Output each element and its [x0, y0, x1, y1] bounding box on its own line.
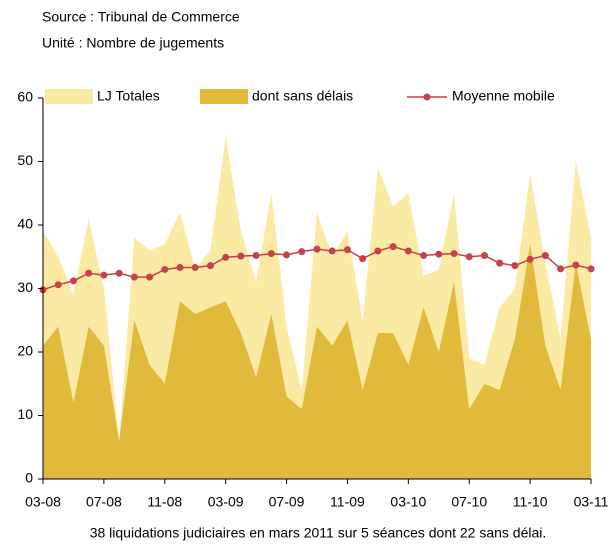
legend-label: Moyenne mobile [452, 88, 555, 104]
marker [359, 255, 367, 263]
x-tick-label: 03-08 [25, 494, 61, 510]
marker [313, 245, 321, 253]
x-tick-label: 03-09 [208, 494, 244, 510]
marker [328, 247, 336, 255]
marker [450, 250, 458, 258]
marker [191, 264, 199, 272]
legend-swatch [423, 93, 431, 101]
marker [541, 251, 549, 259]
x-tick-label: 03-11 [574, 494, 609, 510]
marker [283, 251, 291, 259]
marker [115, 269, 123, 277]
marker [420, 251, 428, 259]
y-tick-label: 10 [17, 406, 33, 422]
marker [572, 261, 580, 269]
marker [480, 251, 488, 259]
marker [161, 265, 169, 273]
marker [69, 277, 77, 285]
marker [465, 253, 473, 261]
marker [100, 271, 108, 279]
marker [587, 265, 595, 273]
unit: Unité : Nombre de jugements [42, 35, 224, 51]
marker [54, 281, 62, 289]
marker [267, 250, 275, 258]
marker [557, 265, 565, 273]
marker [252, 251, 260, 259]
y-tick-label: 0 [25, 470, 33, 486]
x-tick-label: 11-08 [147, 494, 182, 510]
marker [374, 247, 382, 255]
marker [176, 264, 184, 272]
marker [237, 252, 245, 260]
legend-swatch [45, 89, 93, 104]
legend-swatch [200, 89, 248, 104]
marker [389, 243, 397, 251]
x-tick-label: 07-08 [86, 494, 122, 510]
marker [85, 269, 93, 277]
marker [146, 273, 154, 281]
x-tick-label: 03-10 [390, 494, 426, 510]
y-tick-label: 60 [17, 89, 33, 105]
marker [343, 246, 351, 254]
y-tick-label: 30 [17, 279, 33, 295]
y-tick-label: 20 [17, 343, 33, 359]
legend-label: LJ Totales [97, 88, 160, 104]
marker [298, 248, 306, 256]
marker [496, 259, 504, 267]
x-tick-label: 11-10 [513, 494, 548, 510]
x-tick-label: 07-09 [269, 494, 305, 510]
x-tick-label: 11-09 [330, 494, 365, 510]
area [43, 244, 591, 479]
marker [130, 273, 138, 281]
marker [404, 247, 412, 255]
source: Source : Tribunal de Commerce [42, 9, 240, 25]
y-tick-label: 50 [17, 152, 33, 168]
marker [206, 262, 214, 270]
marker [526, 255, 534, 263]
y-tick-label: 40 [17, 216, 33, 232]
legend-label: dont sans délais [252, 88, 353, 104]
caption: 38 liquidations judiciaires en mars 2011… [90, 525, 547, 541]
marker [222, 253, 230, 261]
x-tick-label: 07-10 [451, 494, 487, 510]
marker [435, 250, 443, 258]
marker [511, 262, 519, 270]
